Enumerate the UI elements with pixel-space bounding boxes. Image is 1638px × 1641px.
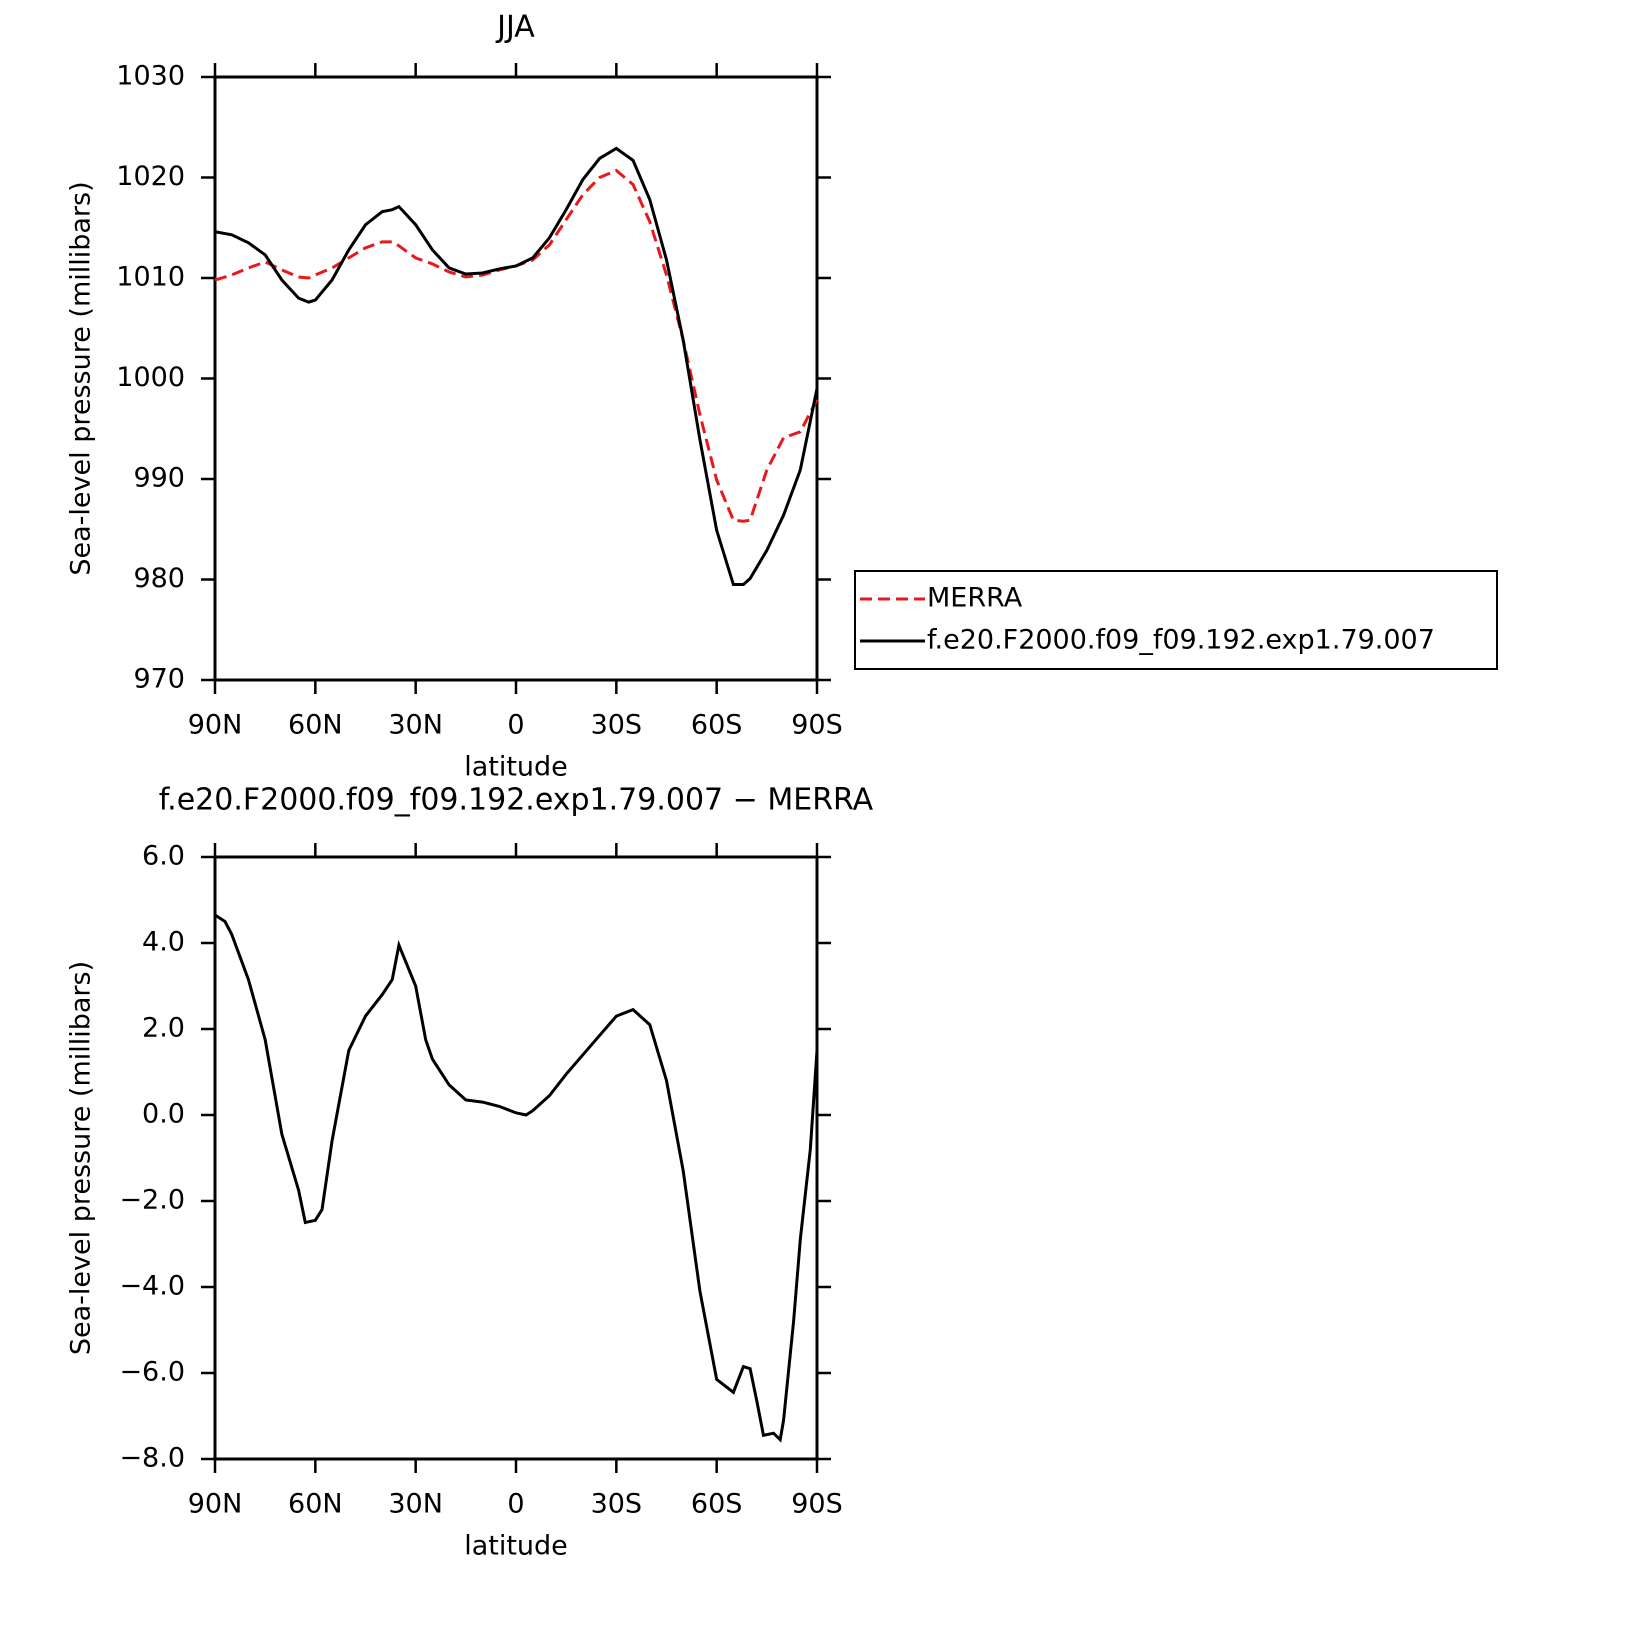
x-tick-label: 0: [507, 1489, 524, 1520]
x-axis-label: latitude: [464, 752, 568, 783]
y-tick-label: 990: [133, 463, 185, 494]
legend-label: f.e20.F2000.f09_f09.192.exp1.79.007: [927, 625, 1435, 656]
x-tick-label: 30S: [591, 710, 643, 741]
legend-box: [854, 570, 1498, 670]
y-tick-label: 2.0: [142, 1013, 185, 1044]
x-tick-label: 30N: [388, 710, 443, 741]
x-tick-label: 90N: [188, 710, 243, 741]
y-tick-label: 970: [133, 664, 185, 695]
y-tick-label: −6.0: [119, 1357, 185, 1388]
x-tick-label: 60S: [691, 1489, 743, 1520]
y-tick-label: 1030: [116, 61, 185, 92]
x-tick-label: 90N: [188, 1489, 243, 1520]
y-tick-label: 1020: [116, 161, 185, 192]
y-tick-label: 980: [133, 563, 185, 594]
plot-frame: [213, 855, 819, 1461]
series-line: [214, 146, 819, 587]
plot-frame: [213, 75, 819, 682]
y-tick-label: 0.0: [142, 1099, 185, 1130]
y-tick-label: 4.0: [142, 927, 185, 958]
legend-label: MERRA: [927, 583, 1023, 614]
y-tick-label: −8.0: [119, 1443, 185, 1474]
chart-title: f.e20.F2000.f09_f09.192.exp1.79.007 − ME…: [159, 783, 874, 818]
x-tick-label: 90S: [791, 1489, 843, 1520]
x-tick-label: 0: [507, 710, 524, 741]
x-axis-label: latitude: [464, 1531, 568, 1562]
series-line: [214, 168, 819, 523]
x-tick-label: 30S: [591, 1489, 643, 1520]
x-tick-label: 60S: [691, 710, 743, 741]
y-axis-label: Sea-level pressure (millibars): [66, 961, 97, 1355]
chart-title: JJA: [495, 10, 535, 45]
y-tick-label: 1010: [116, 262, 185, 293]
x-tick-label: 60N: [288, 710, 343, 741]
y-axis-label: Sea-level pressure (millibars): [66, 181, 97, 575]
series-line: [214, 913, 819, 1443]
x-tick-label: 60N: [288, 1489, 343, 1520]
y-tick-label: −4.0: [119, 1271, 185, 1302]
x-tick-label: 30N: [388, 1489, 443, 1520]
x-tick-label: 90S: [791, 710, 843, 741]
y-tick-label: −2.0: [119, 1185, 185, 1216]
y-tick-label: 6.0: [142, 841, 185, 872]
y-tick-label: 1000: [116, 362, 185, 393]
